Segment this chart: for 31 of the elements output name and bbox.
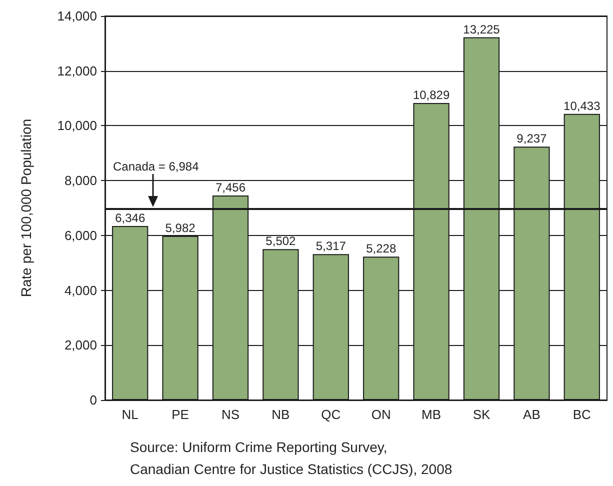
- x-tick-label: NB: [272, 407, 290, 422]
- y-axis-title: Rate per 100,000 Population: [18, 118, 34, 298]
- data-label: 5,228: [366, 242, 396, 256]
- data-label: 6,346: [115, 210, 146, 225]
- data-label: 5,502: [266, 234, 296, 248]
- data-label: 10,829: [412, 88, 450, 102]
- y-tick-label: 0: [90, 392, 97, 408]
- x-tick-label: SK: [472, 407, 490, 422]
- data-label: 9,237: [516, 132, 548, 146]
- data-label: 7,456: [215, 180, 246, 194]
- data-label: 5,982: [165, 220, 196, 235]
- y-tick-label: 10,000: [57, 118, 97, 134]
- x-tick-label: PE: [172, 407, 190, 422]
- x-tick-label: MB: [422, 407, 442, 422]
- source-note: Source: Uniform Crime Reporting Survey, Canadian Centre for Justice Statistics (CCJS), 2008: [130, 439, 452, 477]
- x-tick-label: QC: [321, 407, 341, 422]
- x-tick-label: NS: [221, 407, 240, 422]
- y-tick-label: 6,000: [64, 228, 97, 243]
- y-tick-label: 4,000: [64, 282, 97, 298]
- y-tick-label: 2,000: [64, 338, 97, 353]
- x-tick-label: ON: [371, 407, 391, 422]
- y-tick-label: 12,000: [57, 63, 97, 78]
- data-label: 10,433: [564, 98, 601, 113]
- x-tick-label: NL: [122, 407, 138, 422]
- y-tick-label: 8,000: [64, 173, 97, 188]
- y-tick-label: 14,000: [57, 8, 97, 24]
- data-label: 5,317: [316, 239, 346, 254]
- ref-line-label: Canada = 6,984: [113, 159, 200, 174]
- data-label: 13,225: [463, 22, 500, 36]
- x-tick-label: AB: [523, 407, 540, 422]
- x-tick-label: BC: [572, 407, 591, 422]
